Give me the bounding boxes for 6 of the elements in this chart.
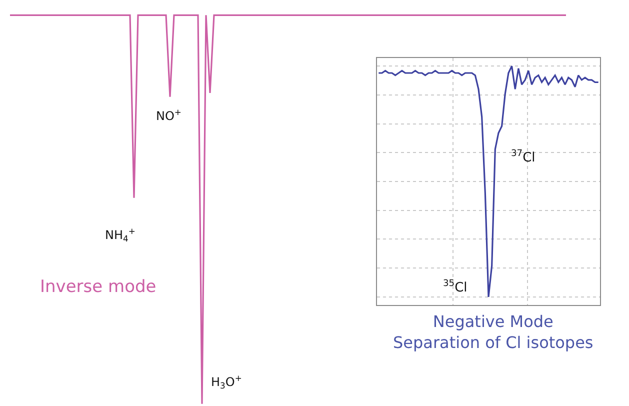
annotation: Inverse mode [40, 277, 156, 297]
annotation: NO$^{+}$ [156, 107, 182, 124]
annotation: H$_{3}$O$^{+}$ [211, 373, 242, 391]
annotation: $^{35}$Cl [443, 279, 468, 296]
text: Negative Mode Separation of Cl isotopes [393, 312, 594, 352]
annotation: $^{37}$Cl [511, 149, 536, 166]
